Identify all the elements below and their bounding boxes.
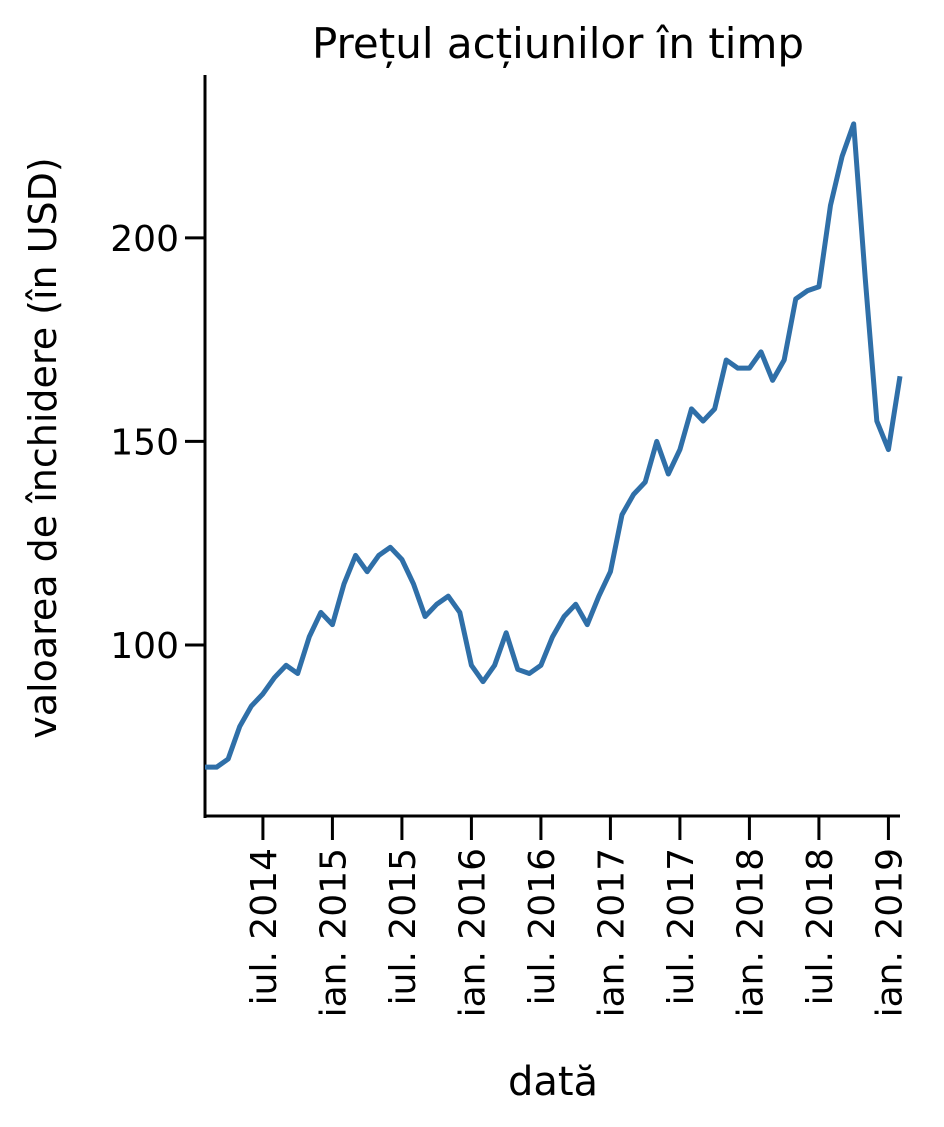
x-tick-label: ian. 2016 [452,848,493,1017]
x-tick-label: iul. 2014 [244,848,285,1005]
chart-title: Prețul acțiunilor în timp [312,19,804,68]
x-tick-label: ian. 2018 [730,848,771,1017]
price-line [205,121,903,770]
x-tick-label: iul. 2017 [661,848,702,1005]
y-tick-label: 200 [110,219,179,260]
x-axis-label: dată [508,1059,598,1105]
y-axis-label: valoarea de închidere (în USD) [21,157,65,738]
x-tick-label: iul. 2018 [800,848,841,1005]
y-tick-label: 100 [110,626,179,667]
y-tick-label: 150 [110,422,179,463]
x-tick-label: iul. 2016 [522,848,563,1005]
x-tick-label: iul. 2015 [383,848,424,1005]
x-tick-label: ian. 2017 [591,848,632,1017]
x-tick-label: ian. 2019 [869,848,910,1017]
x-tick-label: ian. 2015 [313,848,354,1017]
